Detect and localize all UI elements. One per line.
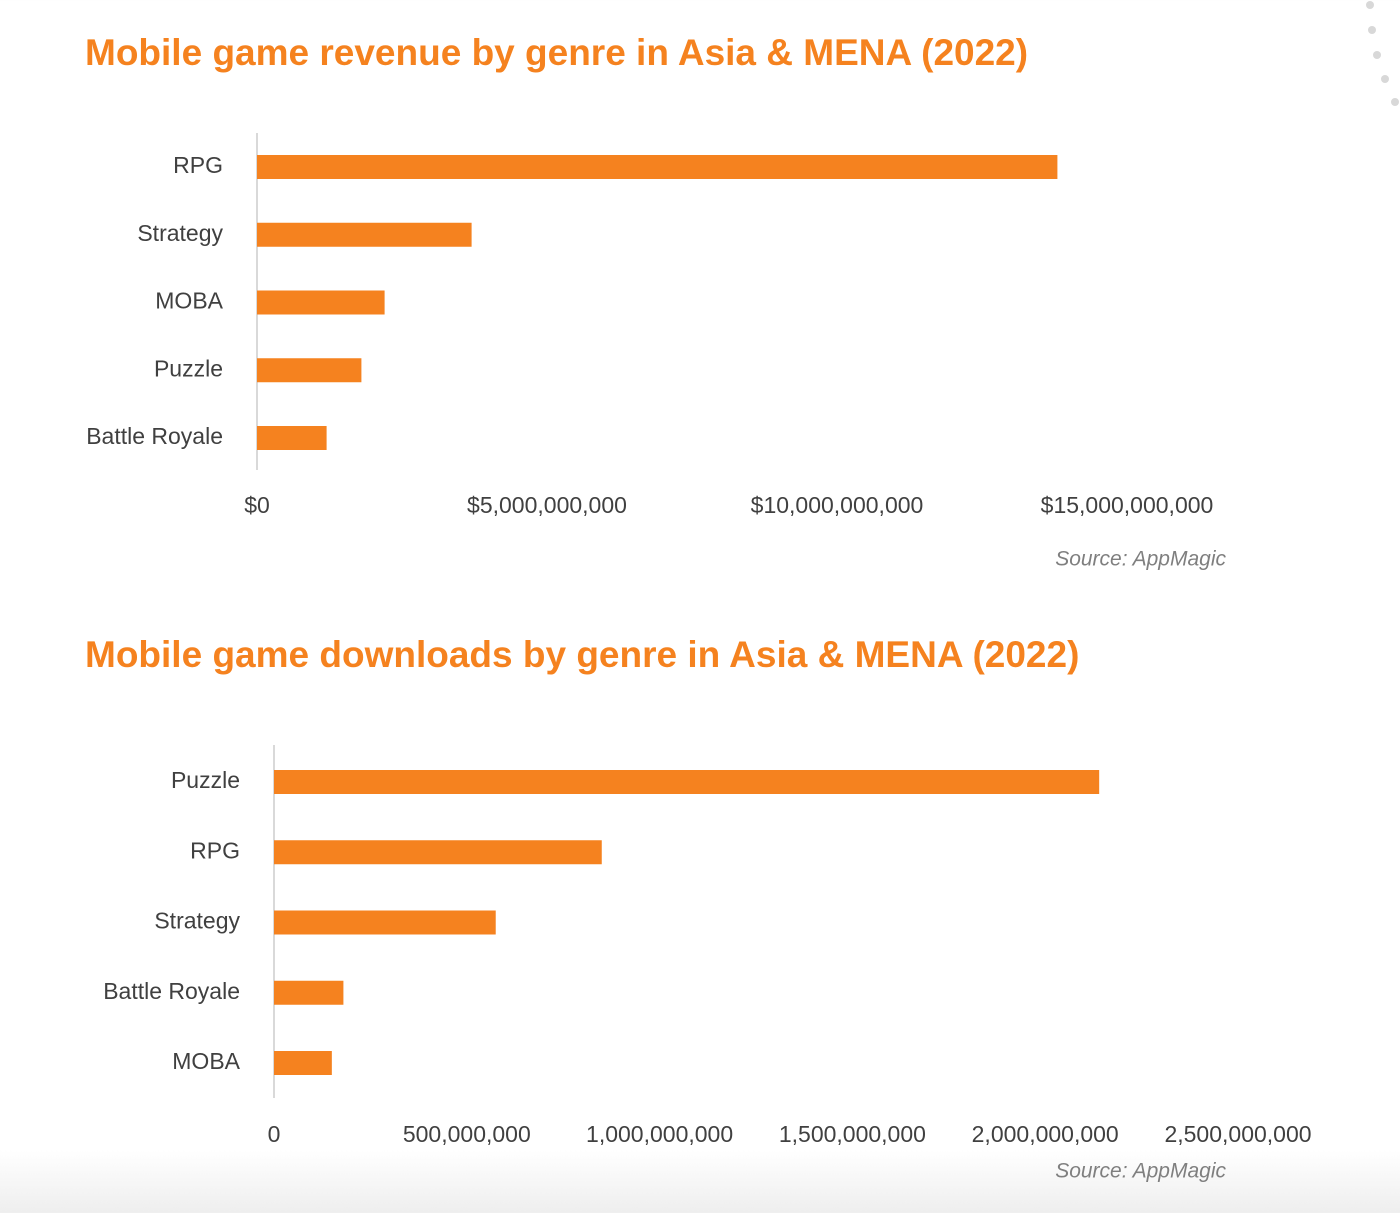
x-tick-label: 1,000,000,000	[586, 1121, 733, 1147]
source-note: Source: AppMagic	[1055, 548, 1226, 571]
bar	[257, 358, 362, 383]
bar	[274, 1051, 332, 1075]
x-tick-label: 2,000,000,000	[972, 1121, 1119, 1147]
x-tick-label: 2,500,000,000	[1164, 1121, 1311, 1147]
category-label: Battle Royale	[86, 423, 223, 449]
decoration	[1366, 1, 1399, 106]
bar	[257, 155, 1058, 179]
x-tick-label: $15,000,000,000	[1041, 492, 1214, 518]
x-tick-label: $10,000,000,000	[751, 492, 924, 518]
x-tick-label: 0	[268, 1121, 281, 1147]
x-tick-label: $5,000,000,000	[467, 492, 627, 518]
category-label: RPG	[190, 837, 240, 863]
source-note: Source: AppMagic	[1055, 1160, 1226, 1183]
x-tick-label: 500,000,000	[403, 1121, 531, 1147]
category-label: Strategy	[154, 908, 240, 934]
bar	[274, 910, 496, 935]
category-label: Battle Royale	[103, 978, 240, 1004]
category-label: Strategy	[137, 220, 223, 246]
bar	[274, 770, 1100, 794]
category-label: MOBA	[172, 1048, 240, 1074]
bar	[257, 290, 385, 315]
category-label: MOBA	[155, 288, 223, 314]
x-tick-label: 1,500,000,000	[779, 1121, 926, 1147]
bar	[257, 426, 327, 450]
bar	[274, 980, 344, 1005]
chart-title: Mobile game revenue by genre in Asia & M…	[85, 32, 1028, 73]
category-label: Puzzle	[171, 767, 240, 793]
category-label: Puzzle	[154, 355, 223, 381]
chart-title: Mobile game downloads by genre in Asia &…	[85, 634, 1079, 675]
x-tick-label: $0	[244, 492, 270, 518]
bar	[257, 222, 472, 247]
category-label: RPG	[173, 152, 223, 178]
bar	[274, 840, 602, 865]
